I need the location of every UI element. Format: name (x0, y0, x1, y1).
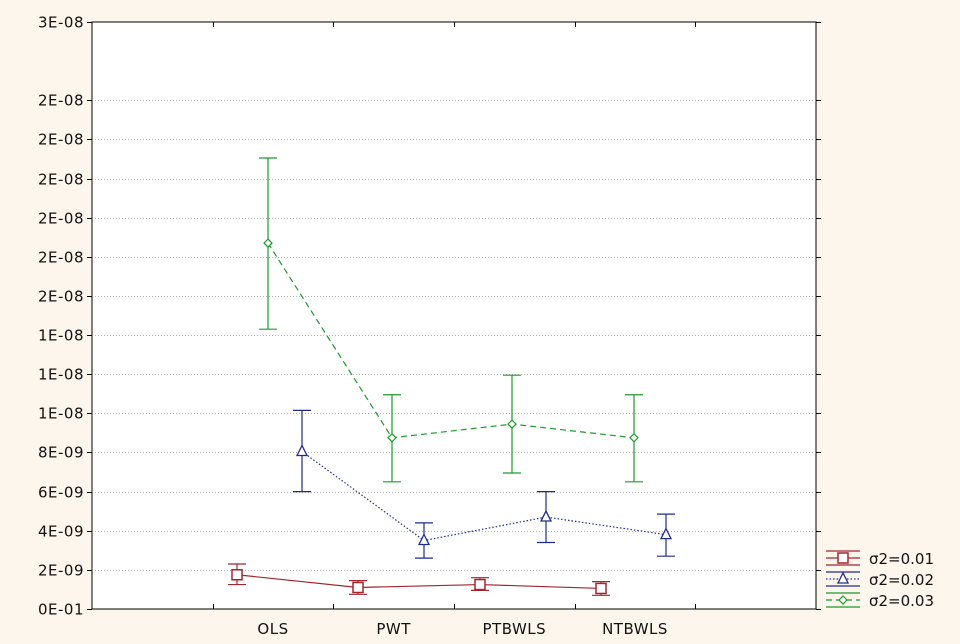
data-point (263, 238, 273, 248)
x-axis: OLS PWT PTBWLS NTBWLS (213, 22, 696, 638)
data-point (659, 527, 673, 540)
y-tick-label: 8E-09 (38, 444, 84, 462)
x-tick-label: OLS (257, 620, 288, 638)
y-tick-label: 1E-08 (38, 327, 84, 345)
data-point (231, 569, 243, 581)
legend-label: σ2=0.02 (869, 571, 934, 589)
data-point (595, 582, 607, 595)
y-tick-label: 2E-08 (38, 131, 84, 149)
series-1 (228, 563, 610, 596)
series-line (236, 574, 602, 590)
data-point (387, 432, 397, 443)
y-axis: 0E-01 2E-09 4E-09 6E-09 8E-09 1E-08 1E-08 1E-08… (38, 14, 821, 619)
y-tick-label: 1E-08 (38, 405, 84, 423)
data-point (539, 509, 553, 522)
legend-label: σ2=0.01 (869, 550, 934, 568)
legend-entry: σ2=0.02 (826, 571, 934, 589)
legend-entry: σ2=0.01 (826, 550, 934, 568)
y-tick-label: 1E-08 (38, 366, 84, 384)
y-tick-label: 2E-08 (38, 288, 84, 306)
data-point (837, 552, 849, 564)
series-3 (259, 157, 643, 483)
data-point (474, 578, 486, 591)
data-point (507, 419, 517, 429)
y-tick-label: 3E-08 (38, 14, 84, 32)
series-2 (293, 409, 675, 559)
data-point (836, 571, 850, 584)
y-tick-label: 2E-08 (38, 210, 84, 228)
x-tick-label: PWT (376, 620, 411, 638)
data-point (352, 581, 364, 594)
y-tick-label: 2E-08 (38, 92, 84, 110)
data-point (629, 432, 639, 443)
y-tick-label: 2E-09 (38, 562, 84, 580)
data-point (295, 444, 309, 457)
y-tick-label: 6E-09 (38, 484, 84, 502)
series-layer (228, 157, 675, 596)
x-tick-label: NTBWLS (602, 620, 668, 638)
y-tick-label: 2E-08 (38, 249, 84, 267)
legend-entry: σ2=0.03 (826, 592, 934, 610)
legend: σ2=0.01 σ2=0.02 σ2=0.03 (826, 550, 934, 610)
gridlines (92, 100, 816, 571)
y-tick-label: 2E-08 (38, 171, 84, 189)
y-tick-label: 0E-01 (38, 601, 84, 619)
series-line (267, 242, 635, 439)
x-tick-label: PTBWLS (482, 620, 546, 638)
data-point (838, 595, 848, 605)
data-point (417, 533, 431, 546)
legend-label: σ2=0.03 (869, 592, 934, 610)
y-tick-label: 4E-09 (38, 523, 84, 541)
plot-area (91, 21, 817, 610)
